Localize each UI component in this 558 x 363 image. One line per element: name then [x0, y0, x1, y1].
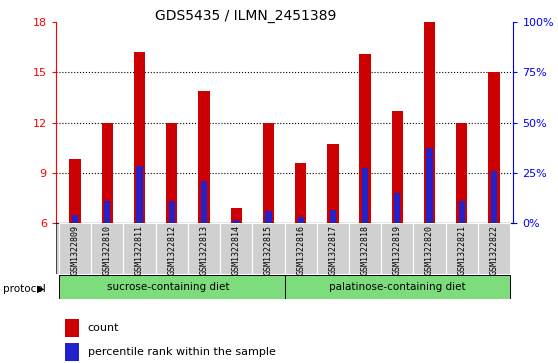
- Bar: [59, 223, 92, 274]
- Bar: [104, 201, 110, 223]
- Bar: [488, 72, 499, 223]
- Bar: [72, 215, 78, 223]
- Text: GDS5435 / ILMN_2451389: GDS5435 / ILMN_2451389: [155, 9, 336, 23]
- Bar: [169, 201, 175, 223]
- Bar: [201, 181, 207, 223]
- Bar: [330, 210, 336, 223]
- Bar: [266, 212, 272, 223]
- Bar: [65, 343, 79, 361]
- Bar: [456, 122, 468, 223]
- Text: protocol: protocol: [3, 284, 46, 294]
- Bar: [381, 223, 413, 274]
- Bar: [395, 193, 401, 223]
- Bar: [123, 223, 156, 274]
- Bar: [359, 54, 371, 223]
- Bar: [297, 216, 304, 223]
- Bar: [459, 201, 465, 223]
- Bar: [134, 52, 145, 223]
- Bar: [92, 223, 123, 274]
- Bar: [199, 91, 210, 223]
- Bar: [137, 166, 143, 223]
- Bar: [166, 122, 177, 223]
- Bar: [478, 223, 510, 274]
- Text: GSM1322810: GSM1322810: [103, 225, 112, 275]
- Bar: [233, 220, 239, 223]
- Bar: [156, 223, 188, 274]
- Text: GSM1322814: GSM1322814: [232, 225, 240, 275]
- Text: ▶: ▶: [37, 284, 45, 294]
- Text: GSM1322822: GSM1322822: [489, 225, 498, 275]
- Bar: [285, 223, 317, 274]
- Bar: [263, 122, 274, 223]
- Bar: [328, 144, 339, 223]
- Bar: [70, 159, 81, 223]
- Bar: [491, 171, 497, 223]
- Text: GSM1322818: GSM1322818: [360, 225, 369, 275]
- Bar: [220, 223, 252, 274]
- Text: count: count: [88, 323, 119, 333]
- Bar: [102, 122, 113, 223]
- Bar: [188, 223, 220, 274]
- Bar: [65, 319, 79, 337]
- Bar: [426, 148, 432, 223]
- Text: percentile rank within the sample: percentile rank within the sample: [88, 347, 276, 357]
- Text: GSM1322815: GSM1322815: [264, 225, 273, 275]
- Bar: [230, 208, 242, 223]
- Bar: [362, 168, 368, 223]
- Bar: [285, 275, 510, 299]
- Text: GSM1322820: GSM1322820: [425, 225, 434, 275]
- Text: GSM1322817: GSM1322817: [329, 225, 338, 275]
- Bar: [295, 163, 306, 223]
- Bar: [252, 223, 285, 274]
- Text: GSM1322812: GSM1322812: [167, 225, 176, 275]
- Text: palatinose-containing diet: palatinose-containing diet: [329, 282, 466, 292]
- Bar: [317, 223, 349, 274]
- Text: GSM1322813: GSM1322813: [200, 225, 209, 275]
- Text: GSM1322811: GSM1322811: [135, 225, 144, 275]
- Text: sucrose-containing diet: sucrose-containing diet: [107, 282, 230, 292]
- Text: GSM1322821: GSM1322821: [458, 225, 466, 275]
- Bar: [59, 275, 285, 299]
- Text: GSM1322819: GSM1322819: [393, 225, 402, 275]
- Bar: [446, 223, 478, 274]
- Bar: [424, 22, 435, 223]
- Bar: [349, 223, 381, 274]
- Text: GSM1322809: GSM1322809: [71, 225, 80, 275]
- Bar: [413, 223, 446, 274]
- Text: GSM1322816: GSM1322816: [296, 225, 305, 275]
- Bar: [392, 111, 403, 223]
